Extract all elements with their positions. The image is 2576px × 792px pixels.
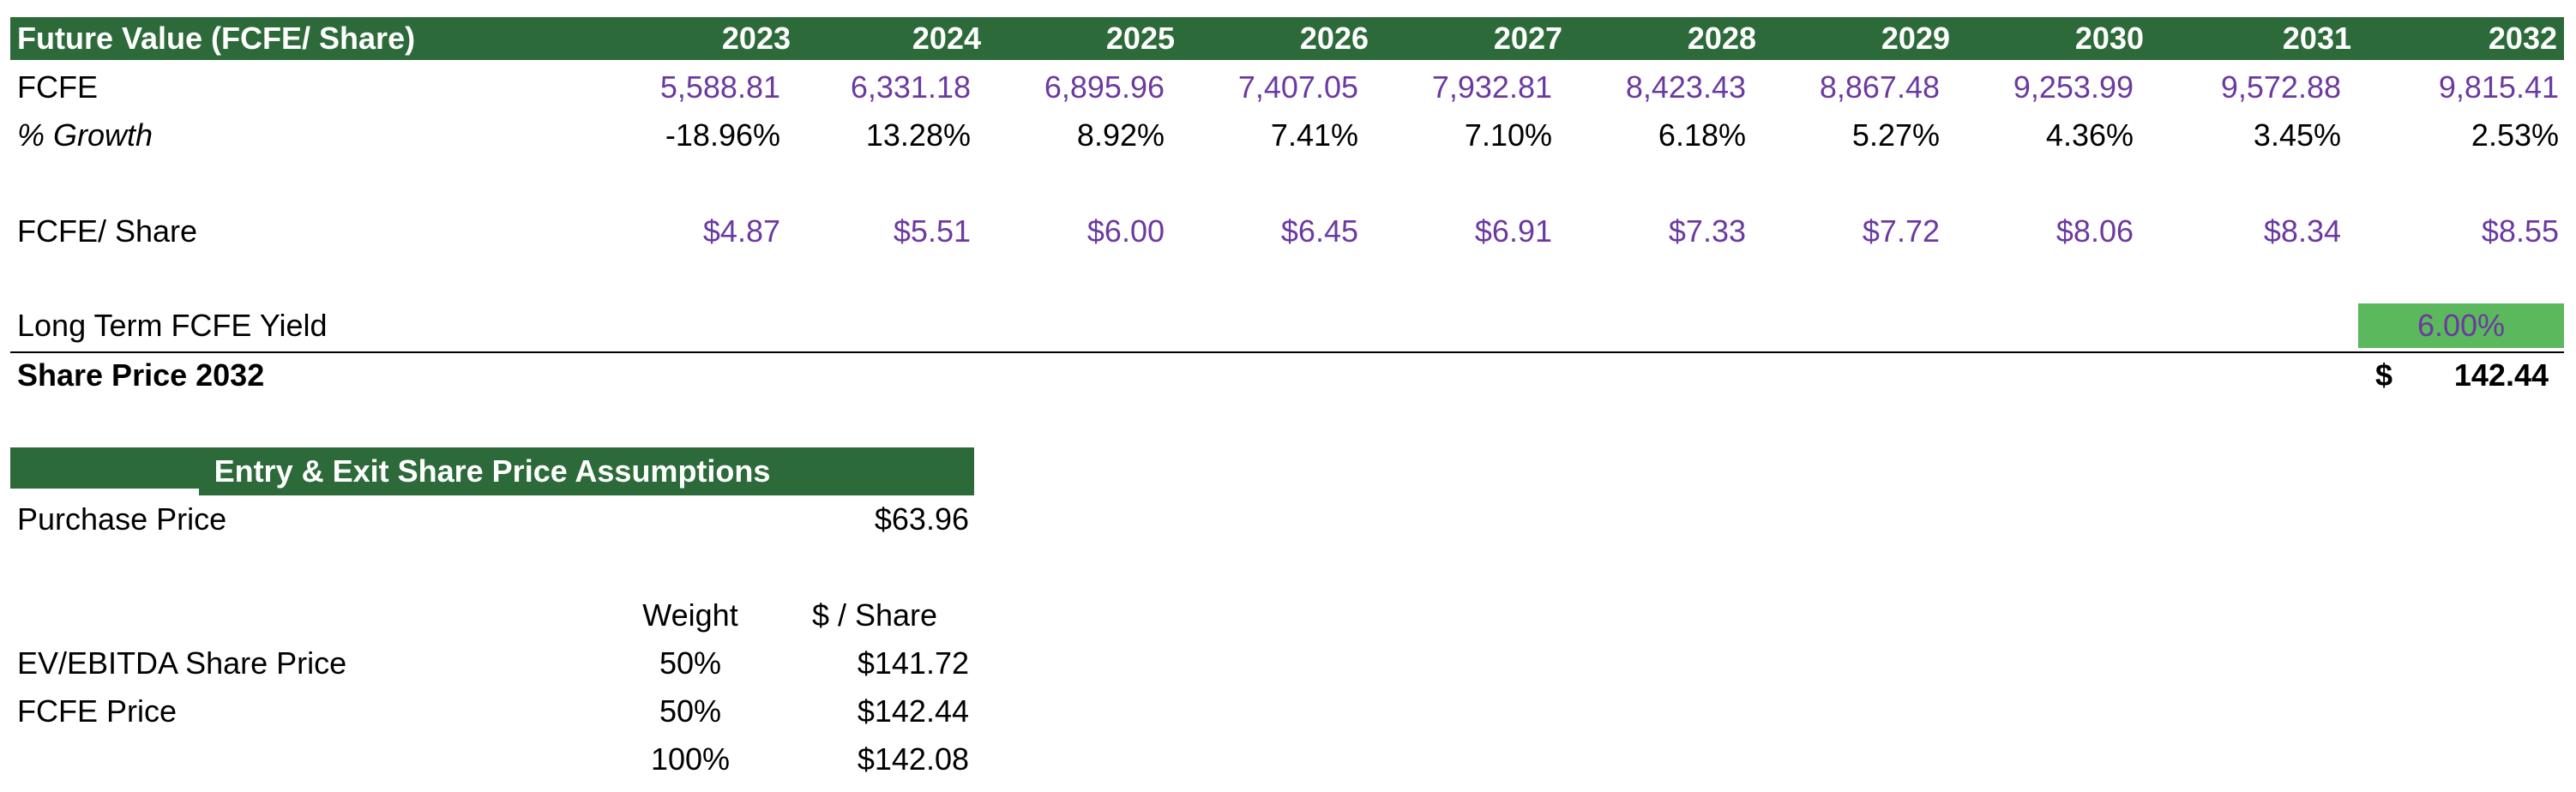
per-share-cell[interactable]: $8.06 — [2055, 213, 2134, 249]
per-share-cell[interactable]: $8.34 — [2263, 213, 2341, 249]
ev-ebitda-label: EV/EBITDA Share Price — [17, 645, 347, 681]
fcfe-price-value[interactable]: $142.44 — [857, 693, 969, 729]
share-price-value[interactable]: 142.44 — [2453, 357, 2549, 393]
assumptions-header: Entry & Exit Share Price Assumptions — [10, 447, 974, 495]
growth-cell[interactable]: 6.18% — [1658, 117, 1746, 153]
per-share-cell[interactable]: $6.00 — [1086, 213, 1165, 249]
fcfe-cell[interactable]: 7,407.05 — [1237, 69, 1358, 105]
year-header-2032: 2032 — [2488, 21, 2557, 56]
fcfe-cell[interactable]: 9,815.41 — [2438, 69, 2559, 105]
fcfe-cell[interactable]: 6,331.18 — [850, 69, 971, 105]
fcfe-cell[interactable]: 6,895.96 — [1044, 69, 1165, 105]
fcfe-table-header: Future Value (FCFE/ Share) 2023 2024 202… — [10, 17, 2564, 60]
fcfe-cell[interactable]: 9,253.99 — [2013, 69, 2134, 105]
per-share-cell[interactable]: $4.87 — [702, 213, 780, 249]
fcfe-table-title: Future Value (FCFE/ Share) — [17, 21, 416, 56]
per-share-cell[interactable]: $6.45 — [1280, 213, 1358, 249]
year-header-2023: 2023 — [721, 21, 791, 56]
assumptions-title: Entry & Exit Share Price Assumptions — [214, 453, 771, 489]
purchase-price-label: Purchase Price — [17, 501, 227, 537]
year-header-2028: 2028 — [1687, 21, 1756, 56]
year-header-2031: 2031 — [2282, 21, 2351, 56]
fcfe-price-weight[interactable]: 50% — [659, 693, 722, 729]
year-header-2024: 2024 — [912, 21, 981, 56]
weight-column-header: Weight — [642, 597, 738, 633]
fcfe-cell[interactable]: 5,588.81 — [659, 69, 780, 105]
per-share-cell[interactable]: $5.51 — [893, 213, 971, 249]
header-notch — [10, 489, 199, 495]
growth-row-label: % Growth — [17, 117, 153, 153]
share-column-header: $ / Share — [811, 597, 938, 633]
year-header-2029: 2029 — [1881, 21, 1950, 56]
fcfe-cell[interactable]: 7,932.81 — [1431, 69, 1552, 105]
growth-cell[interactable]: 7.41% — [1270, 117, 1358, 153]
year-header-2027: 2027 — [1493, 21, 1562, 56]
growth-cell[interactable]: 5.27% — [1851, 117, 1940, 153]
per-share-row-label: FCFE/ Share — [17, 213, 198, 249]
fcfe-price-label: FCFE Price — [17, 693, 178, 729]
share-price-label: Share Price 2032 — [17, 357, 265, 393]
growth-cell[interactable]: 3.45% — [2253, 117, 2341, 153]
ev-ebitda-price[interactable]: $141.72 — [857, 645, 969, 681]
total-weight: 100% — [650, 741, 731, 777]
per-share-cell[interactable]: $8.55 — [2481, 213, 2559, 249]
share-price-currency: $ — [2375, 357, 2393, 393]
fcfe-row-label: FCFE — [17, 69, 98, 105]
divider-line — [10, 351, 2564, 353]
per-share-cell[interactable]: $7.72 — [1862, 213, 1940, 249]
per-share-cell[interactable]: $6.91 — [1474, 213, 1552, 249]
year-header-2030: 2030 — [2074, 21, 2144, 56]
growth-cell[interactable]: 8.92% — [1076, 117, 1165, 153]
growth-cell[interactable]: 7.10% — [1464, 117, 1552, 153]
yield-row-label: Long Term FCFE Yield — [17, 308, 328, 343]
fcfe-cell[interactable]: 9,572.88 — [2220, 69, 2341, 105]
purchase-price-value[interactable]: $63.96 — [874, 501, 969, 537]
growth-cell[interactable]: 2.53% — [2471, 117, 2559, 153]
growth-cell[interactable]: 13.28% — [865, 117, 971, 153]
yield-value: 6.00% — [2417, 308, 2506, 343]
growth-cell[interactable]: 4.36% — [2045, 117, 2134, 153]
year-header-2025: 2025 — [1105, 21, 1175, 56]
weighted-price: $142.08 — [857, 741, 969, 777]
fcfe-cell[interactable]: 8,423.43 — [1625, 69, 1746, 105]
growth-cell[interactable]: -18.96% — [665, 117, 780, 153]
fcfe-cell[interactable]: 8,867.48 — [1819, 69, 1940, 105]
per-share-cell[interactable]: $7.33 — [1668, 213, 1746, 249]
year-header-2026: 2026 — [1299, 21, 1369, 56]
yield-input-cell[interactable]: 6.00% — [2358, 303, 2564, 348]
ev-ebitda-weight[interactable]: 50% — [659, 645, 722, 681]
